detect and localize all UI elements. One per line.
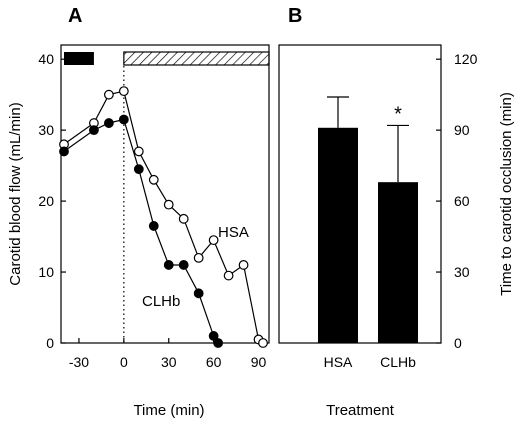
panel-a-point-clhb: [133, 164, 144, 175]
panel-a-point-hsa: [193, 252, 204, 263]
panel-a-x-axis-title: Time (min): [133, 402, 204, 419]
panel-b-x-tick-label: HSA: [324, 354, 353, 370]
panel-a-point-clhb: [193, 288, 204, 299]
panel-a-point-hsa: [163, 199, 174, 210]
panel-b-letter: B: [288, 5, 302, 27]
panel-a-point-clhb: [59, 146, 69, 157]
panel-a-x-tick-label: 30: [161, 354, 177, 370]
panel-a-point-hsa: [178, 213, 189, 224]
panel-a-x-tick-label: -30: [69, 354, 89, 370]
panel-a-point-hsa: [223, 270, 234, 281]
panel-a-point-hsa: [238, 260, 249, 270]
panel-a-point-hsa: [208, 235, 219, 246]
panel-a-point-clhb: [163, 260, 174, 270]
panel-a-point-clhb: [103, 118, 114, 128]
panel-a-label-clhb: CLHb: [142, 293, 180, 310]
panel-b-bar-hsa: [318, 127, 358, 344]
panel-a-point-clhb: [208, 331, 219, 341]
panel-a-y-axis-title: Carotid blood flow (mL/min): [7, 102, 24, 285]
panel-b-bar-clhb: [378, 182, 418, 343]
panel-a-y-tick-label: 30: [38, 122, 54, 138]
panel-a-label-hsa: HSA: [218, 224, 249, 241]
panel-a-hatched-period-bar: [123, 51, 270, 66]
panel-b-significance-asterisk: *: [394, 103, 402, 125]
panel-b-y-tick-label: 120: [454, 51, 478, 67]
panel-a-point-clhb: [118, 114, 129, 125]
panel-a-point-hsa: [133, 146, 144, 157]
panel-b-y-tick-label: 30: [454, 264, 470, 280]
panel-b-y-tick-label: 60: [454, 193, 470, 209]
panel-a-y-tick-label: 0: [46, 335, 54, 351]
panel-b-x-tick-label: CLHb: [380, 354, 416, 370]
panel-a-point-clhb: [89, 125, 99, 136]
panel-b-y-axis-title: Time to carotid occlusion (min): [498, 92, 515, 296]
panel-a-y-tick-label: 20: [38, 193, 54, 209]
panel-a-x-tick-label: 60: [206, 354, 222, 370]
panel-b-y-tick-label: 0: [454, 335, 462, 351]
panel-b-frame: [278, 44, 442, 344]
panel-a-letter: A: [68, 5, 82, 27]
panel-a-y-tick-label: 10: [38, 264, 54, 280]
panel-b-y-tick-label: 90: [454, 122, 470, 138]
panel-a-point-hsa: [118, 86, 129, 97]
panel-b-bar-chart: 0 30 60 90 120 HSA CLHb * Treatment Time to carot…: [278, 44, 515, 419]
panel-a-x-tick-label: 90: [251, 354, 267, 370]
panel-a-y-tick-label: 40: [38, 51, 54, 67]
panel-a-point-hsa: [103, 89, 114, 100]
panel-a-point-clhb: [213, 338, 224, 348]
panel-a-point-clhb: [148, 221, 159, 231]
panel-a-point-clhb: [178, 260, 189, 270]
panel-a-solid-period-bar: [63, 52, 94, 65]
panel-a-point-hsa: [258, 338, 268, 348]
panel-a-point-hsa: [148, 174, 159, 185]
panel-a-line-chart: 0 10 20 30 40 -30 0 30 60 90 Time (min) Carotid blo…: [7, 44, 270, 419]
panel-a-frame: [60, 44, 270, 344]
panel-a-x-tick-label: 0: [120, 354, 128, 370]
panel-b-x-axis-title: Treatment: [326, 402, 395, 419]
